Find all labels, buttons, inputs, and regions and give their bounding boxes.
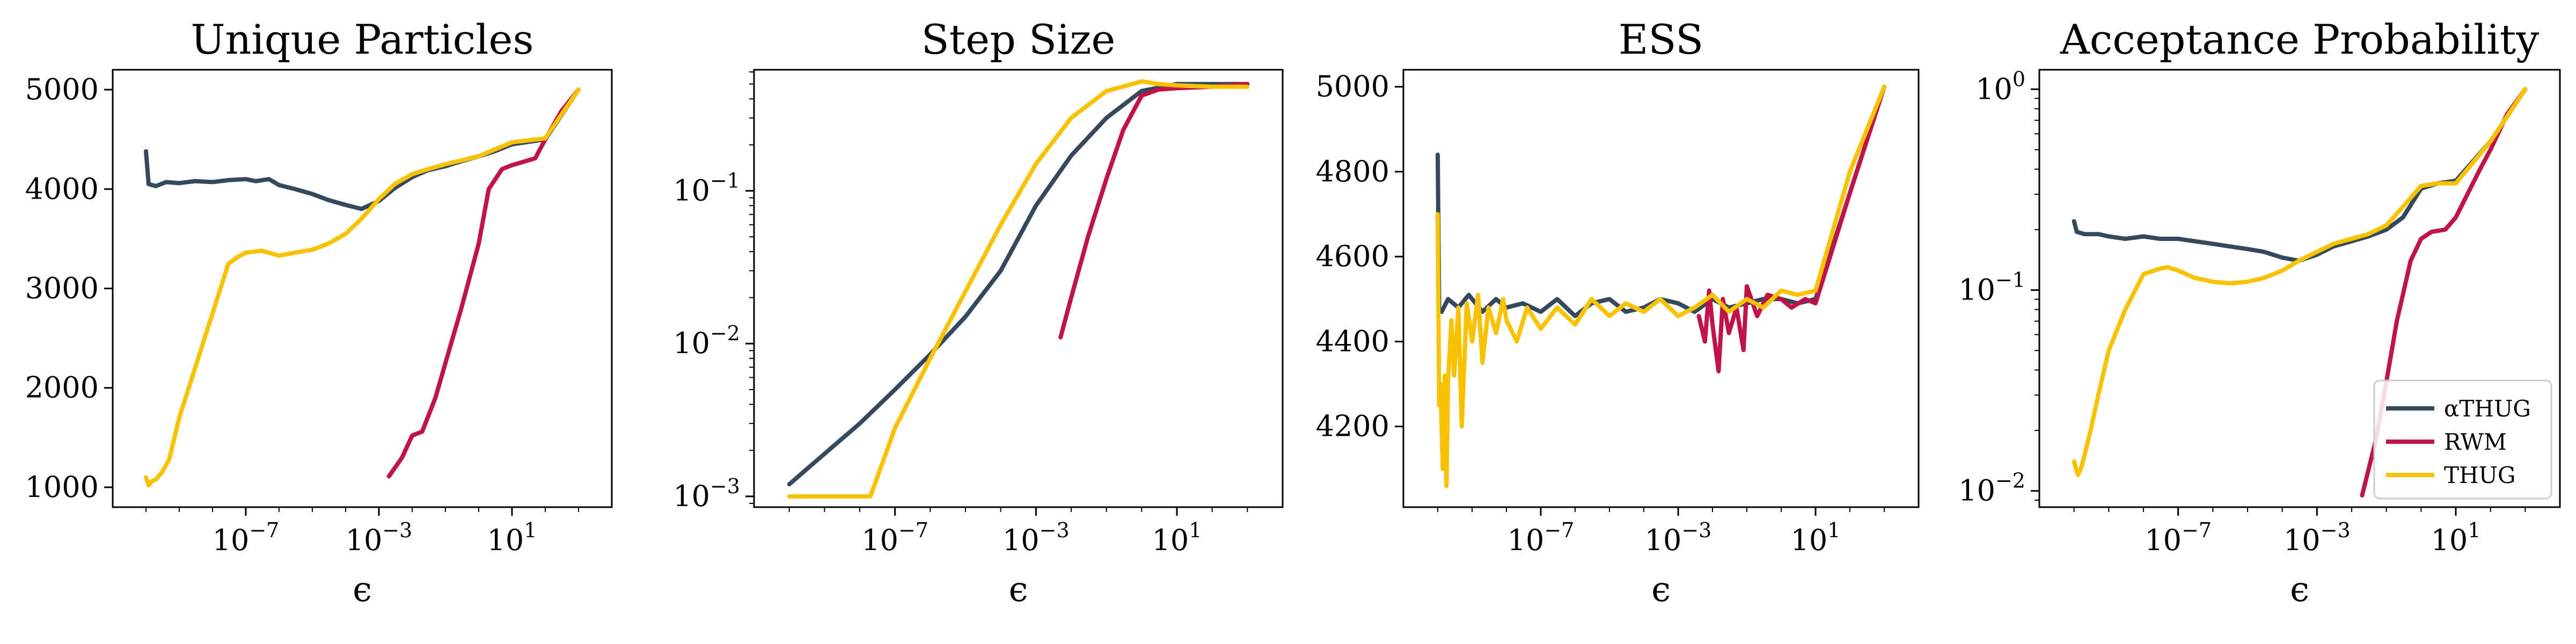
y-tick-label: 1000 xyxy=(25,470,99,504)
x-tick-label: 10−3 xyxy=(2284,518,2351,557)
series-line-rwm xyxy=(386,87,581,479)
plot-frame xyxy=(112,69,613,508)
x-tick-label: 10−7 xyxy=(861,518,928,557)
legend-label: THUG xyxy=(2444,462,2516,488)
y-tick-label: 4400 xyxy=(1316,324,1389,358)
x-tick-label: 10−7 xyxy=(1507,518,1575,557)
series-group xyxy=(144,87,581,488)
x-axis-label: ϵ xyxy=(353,570,372,610)
series-line-rwm xyxy=(1058,82,1250,340)
y-tick-label: 4000 xyxy=(25,172,99,206)
y-tick-label: 3000 xyxy=(25,272,99,305)
y-tick-label: 100 xyxy=(1975,67,2025,106)
chart-panel-1: Unique Particles 10−7 10−3 101 1000 2000 3000 4… xyxy=(25,16,613,610)
series-line-rwm xyxy=(1696,84,1886,374)
series-line-alpha-thug xyxy=(787,82,1250,487)
x-axis-label: ϵ xyxy=(1651,570,1671,610)
series-line-thug xyxy=(787,79,1250,499)
x-tick-label: 10−3 xyxy=(1645,518,1712,557)
legend-label: RWM xyxy=(2444,429,2507,455)
y-tick-label: 10−2 xyxy=(1958,469,2025,508)
chart-title: Step Size xyxy=(921,16,1116,63)
plot-frame xyxy=(1402,69,1920,508)
y-tick-label: 2000 xyxy=(25,371,99,405)
chart-title: ESS xyxy=(1619,16,1703,63)
x-tick-label: 10−3 xyxy=(346,518,413,557)
y-tick-label: 4200 xyxy=(1316,409,1389,443)
y-tick-label: 10−3 xyxy=(673,474,740,513)
x-axis-label: ϵ xyxy=(1009,570,1028,610)
series-group xyxy=(787,79,1250,499)
y-tick-label: 10−2 xyxy=(673,321,740,360)
plot-frame xyxy=(2038,69,2561,508)
y-tick-label: 4600 xyxy=(1316,239,1389,273)
y-tick-label: 10−1 xyxy=(1958,268,2025,306)
series-line-alpha-thug xyxy=(2072,87,2528,263)
chart-panel-4: Acceptance Probability 10−7 10−3 101 10−2 10−… xyxy=(1958,16,2561,610)
chart-panel-3: ESS 10−7 10−3 101 4200 4400 4600 4800 5000 ϵ xyxy=(1316,16,1920,610)
series-line-thug xyxy=(1436,84,1886,488)
legend-label: αTHUG xyxy=(2444,396,2531,422)
chart-title: Acceptance Probability xyxy=(2060,16,2539,63)
x-tick-label: 10−3 xyxy=(1002,518,1070,557)
series-line-thug xyxy=(144,87,581,488)
x-tick-label: 101 xyxy=(2431,518,2481,557)
y-tick-label: 4800 xyxy=(1316,155,1389,188)
x-tick-label: 101 xyxy=(1791,518,1841,557)
y-tick-label: 5000 xyxy=(1316,70,1389,104)
chart-title: Unique Particles xyxy=(191,16,533,63)
series-line-thug xyxy=(2072,87,2528,478)
x-tick-label: 101 xyxy=(487,518,537,557)
chart-panel-2: Step Size 10−7 10−3 101 10−3 10−2 10−1 ϵ xyxy=(673,16,1284,610)
x-tick-label: 10−7 xyxy=(213,518,280,557)
plot-frame xyxy=(753,69,1284,508)
x-axis-label: ϵ xyxy=(2290,570,2309,610)
y-tick-label: 5000 xyxy=(25,72,99,106)
series-line-alpha-thug xyxy=(144,87,581,211)
x-tick-label: 101 xyxy=(1152,518,1202,557)
x-tick-label: 10−7 xyxy=(2145,518,2212,557)
y-tick-label: 10−1 xyxy=(673,169,740,208)
series-group xyxy=(1436,84,1886,488)
legend: αTHUG RWM THUG xyxy=(2373,379,2552,500)
